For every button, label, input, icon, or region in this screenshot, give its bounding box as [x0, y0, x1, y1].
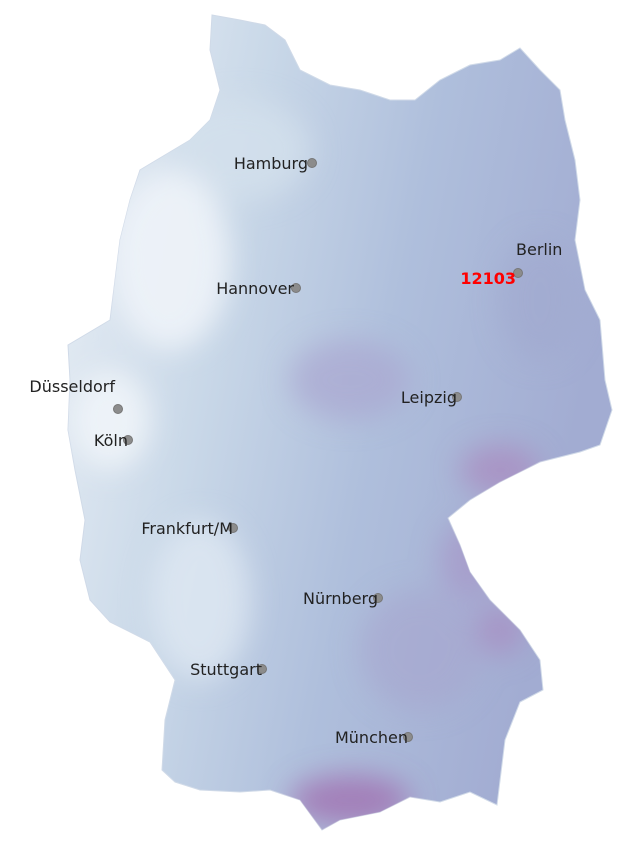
city-kln: Köln — [94, 431, 133, 450]
city-marker[interactable] — [452, 392, 462, 402]
city-marker[interactable] — [373, 593, 383, 603]
city-label: Frankfurt/M — [141, 519, 233, 538]
city-dsseldorf: Düsseldorf — [29, 377, 123, 414]
city-marker[interactable] — [228, 523, 238, 533]
city-label: Berlin — [516, 240, 562, 259]
city-label: Hannover — [216, 279, 294, 298]
city-frankfurtm: Frankfurt/M — [141, 519, 238, 538]
city-stuttgart: Stuttgart — [190, 660, 267, 679]
city-hamburg: Hamburg — [234, 154, 317, 173]
city-label: Köln — [94, 431, 128, 450]
city-marker[interactable] — [307, 158, 317, 168]
city-label: Nürnberg — [303, 589, 378, 608]
city-leipzig: Leipzig — [401, 388, 462, 407]
city-markers: Hamburg Berlin Hannover Düsseldorf Köln Leipz… — [29, 154, 562, 747]
city-berlin: Berlin — [513, 240, 562, 278]
city-nrnberg: Nürnberg — [303, 589, 383, 608]
highlighted-postcode-label: 12103 — [460, 269, 516, 288]
city-marker[interactable] — [291, 283, 301, 293]
city-label: Düsseldorf — [29, 377, 115, 396]
city-marker[interactable] — [123, 435, 133, 445]
city-hannover: Hannover — [216, 279, 301, 298]
city-marker[interactable] — [403, 732, 413, 742]
city-marker[interactable] — [113, 404, 123, 414]
city-marker[interactable] — [257, 664, 267, 674]
city-mnchen: München — [335, 728, 413, 747]
city-label: Hamburg — [234, 154, 308, 173]
city-label: Stuttgart — [190, 660, 262, 679]
city-label: München — [335, 728, 408, 747]
city-marker[interactable] — [513, 268, 523, 278]
city-label: Leipzig — [401, 388, 457, 407]
